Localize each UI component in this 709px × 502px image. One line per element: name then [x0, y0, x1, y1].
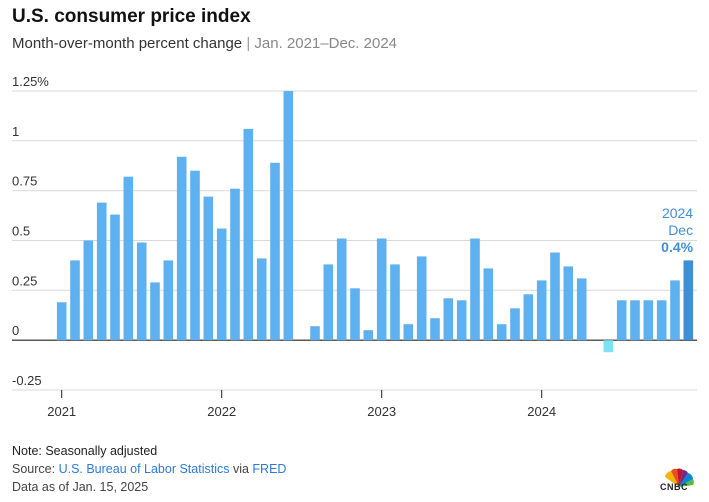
subtitle-range: Jan. 2021–Dec. 2024 — [254, 35, 398, 52]
bar-2023-11 — [510, 308, 520, 341]
bar-2024-04 — [576, 278, 587, 341]
bar-2021-06 — [123, 176, 134, 341]
bar-2023-02 — [390, 264, 400, 341]
bar-2021-09 — [163, 260, 174, 341]
cpi-bar-chart: 1.25% 1 0.75 0.5 0.25 0 -0.25 2021 2022 2023 2024… — [12, 74, 697, 419]
bar-2021-02 — [70, 260, 80, 341]
y-tick-label: 1 — [12, 124, 19, 139]
bar-2022-02 — [230, 188, 240, 341]
callout-year: 2024 — [662, 205, 693, 221]
bar-2021-04 — [96, 202, 107, 341]
bar-2022-06 — [283, 91, 294, 341]
cnbc-peacock-icon — [665, 468, 694, 487]
y-tick-label: 1.25% — [12, 74, 49, 89]
bar-2021-12 — [203, 196, 214, 341]
x-tick-label: 2024 — [527, 404, 556, 419]
bar-2024-03 — [563, 266, 574, 341]
bar-2023-01 — [376, 238, 387, 341]
bar-2021-08 — [150, 282, 160, 341]
bar-2022-05 — [270, 162, 280, 341]
bar-2022-12 — [363, 330, 374, 341]
bar-2023-07 — [456, 300, 467, 341]
bar-2024-08 — [630, 300, 640, 341]
source-link-bls[interactable]: U.S. Bureau of Labor Statistics — [58, 462, 230, 476]
bar-2022-01 — [216, 228, 227, 341]
source-via: via — [229, 462, 253, 476]
source-link-fred[interactable]: FRED — [252, 462, 287, 476]
x-axis: 2021 2022 2023 2024 — [47, 390, 556, 419]
cnbc-logo-text: CNBC — [660, 482, 688, 492]
bar-2024-11 — [670, 280, 680, 341]
bar-2022-10 — [336, 238, 347, 341]
bar-2021-10 — [176, 156, 187, 341]
bar-2023-12 — [523, 294, 534, 341]
y-tick-label: 0 — [12, 323, 19, 338]
bar-2024-12 — [683, 260, 694, 341]
bar-2024-06 — [603, 340, 614, 353]
source-line: Source: U.S. Bureau of Labor Statistics … — [12, 462, 286, 476]
bar-2024-09 — [643, 300, 654, 341]
bars — [56, 91, 694, 353]
bar-2023-03 — [403, 324, 414, 341]
chart-subtitle: Month-over-month percent change | Jan. 2… — [12, 35, 397, 52]
callout-value: 0.4% — [661, 239, 693, 255]
bar-2023-09 — [483, 268, 494, 341]
chart-title: U.S. consumer price index — [12, 6, 251, 27]
bar-2023-10 — [496, 324, 507, 341]
bar-2022-03 — [243, 128, 254, 341]
subtitle-separator: | — [246, 35, 251, 52]
bar-2021-11 — [190, 170, 200, 341]
bar-2024-02 — [550, 252, 560, 341]
bar-2021-03 — [83, 240, 94, 341]
bar-2022-08 — [310, 326, 320, 341]
subtitle-main: Month-over-month percent change — [12, 35, 243, 52]
bar-2023-05 — [430, 318, 440, 341]
bar-2021-07 — [136, 242, 147, 341]
bar-2023-08 — [470, 238, 480, 341]
data-as-of: Data as of Jan. 15, 2025 — [12, 480, 149, 494]
bar-2022-04 — [256, 258, 267, 341]
y-tick-label: 0.25 — [12, 273, 37, 288]
bar-2022-11 — [350, 288, 360, 341]
bar-2024-07 — [616, 300, 627, 341]
y-tick-label: 0.75 — [12, 174, 37, 189]
bar-2022-09 — [323, 264, 334, 341]
bar-2023-06 — [443, 298, 454, 341]
source-prefix: Source: — [12, 462, 59, 476]
bar-2024-10 — [656, 300, 667, 341]
bar-2021-05 — [110, 214, 120, 341]
y-axis-labels: 1.25% 1 0.75 0.5 0.25 0 -0.25 — [12, 74, 49, 388]
y-tick-label: -0.25 — [12, 373, 42, 388]
bar-2023-04 — [416, 256, 427, 341]
callout-month: Dec — [668, 222, 693, 238]
x-tick-label: 2023 — [367, 404, 396, 419]
footnote: Note: Seasonally adjusted — [12, 444, 158, 458]
x-tick-label: 2022 — [207, 404, 236, 419]
y-tick-label: 0.5 — [12, 224, 30, 239]
x-tick-label: 2021 — [47, 404, 76, 419]
bar-2024-01 — [536, 280, 547, 341]
bar-2021-01 — [56, 302, 67, 341]
